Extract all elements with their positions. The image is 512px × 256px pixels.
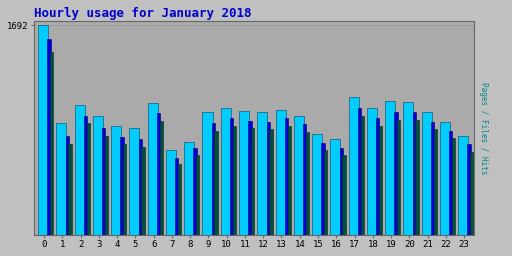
Bar	[415, 120, 419, 234]
Bar	[120, 137, 124, 234]
Bar	[123, 144, 126, 234]
Bar	[160, 121, 163, 234]
Bar	[68, 144, 72, 234]
Bar	[324, 151, 327, 234]
Bar	[339, 148, 343, 234]
Bar	[294, 116, 304, 234]
Text: Hourly usage for January 2018: Hourly usage for January 2018	[34, 7, 251, 20]
Text: Pages / Files / Hits: Pages / Files / Hits	[479, 82, 487, 174]
Bar	[175, 158, 179, 234]
Bar	[343, 155, 346, 234]
Bar	[367, 108, 377, 234]
Bar	[267, 122, 270, 234]
Bar	[215, 131, 218, 234]
Bar	[102, 128, 105, 234]
Bar	[248, 121, 251, 234]
Bar	[358, 108, 361, 234]
Bar	[111, 126, 121, 234]
Bar	[449, 131, 453, 234]
Bar	[221, 108, 231, 234]
Bar	[47, 39, 51, 234]
Bar	[147, 103, 158, 234]
Bar	[452, 138, 455, 234]
Bar	[385, 101, 395, 234]
Bar	[379, 126, 382, 234]
Bar	[87, 123, 90, 234]
Bar	[458, 136, 468, 234]
Bar	[312, 134, 322, 234]
Bar	[50, 51, 53, 234]
Bar	[239, 111, 249, 234]
Bar	[105, 136, 108, 234]
Bar	[196, 155, 200, 234]
Bar	[184, 142, 194, 234]
Bar	[66, 136, 69, 234]
Bar	[306, 132, 309, 234]
Bar	[211, 123, 215, 234]
Bar	[303, 124, 306, 234]
Bar	[75, 105, 84, 234]
Bar	[233, 126, 236, 234]
Bar	[413, 112, 416, 234]
Bar	[376, 118, 379, 234]
Bar	[38, 25, 48, 234]
Bar	[434, 129, 437, 234]
Bar	[139, 139, 142, 234]
Bar	[349, 97, 358, 234]
Bar	[360, 116, 364, 234]
Bar	[157, 113, 160, 234]
Bar	[440, 122, 450, 234]
Bar	[275, 110, 286, 234]
Bar	[288, 126, 291, 234]
Bar	[230, 118, 233, 234]
Bar	[403, 102, 413, 234]
Bar	[251, 128, 254, 234]
Bar	[394, 112, 398, 234]
Bar	[194, 148, 197, 234]
Bar	[130, 128, 139, 234]
Bar	[93, 116, 103, 234]
Bar	[166, 151, 176, 234]
Bar	[178, 164, 181, 234]
Bar	[470, 152, 474, 234]
Bar	[431, 122, 434, 234]
Bar	[56, 123, 67, 234]
Bar	[84, 116, 87, 234]
Bar	[322, 143, 325, 234]
Bar	[467, 144, 471, 234]
Bar	[285, 118, 288, 234]
Bar	[258, 112, 267, 234]
Bar	[330, 139, 340, 234]
Bar	[397, 120, 400, 234]
Bar	[202, 112, 212, 234]
Bar	[141, 147, 145, 234]
Bar	[422, 112, 432, 234]
Bar	[269, 129, 272, 234]
